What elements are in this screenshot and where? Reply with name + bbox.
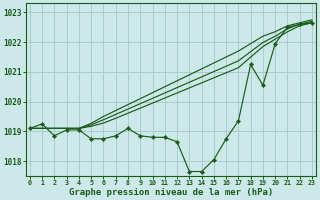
X-axis label: Graphe pression niveau de la mer (hPa): Graphe pression niveau de la mer (hPa): [69, 188, 273, 197]
